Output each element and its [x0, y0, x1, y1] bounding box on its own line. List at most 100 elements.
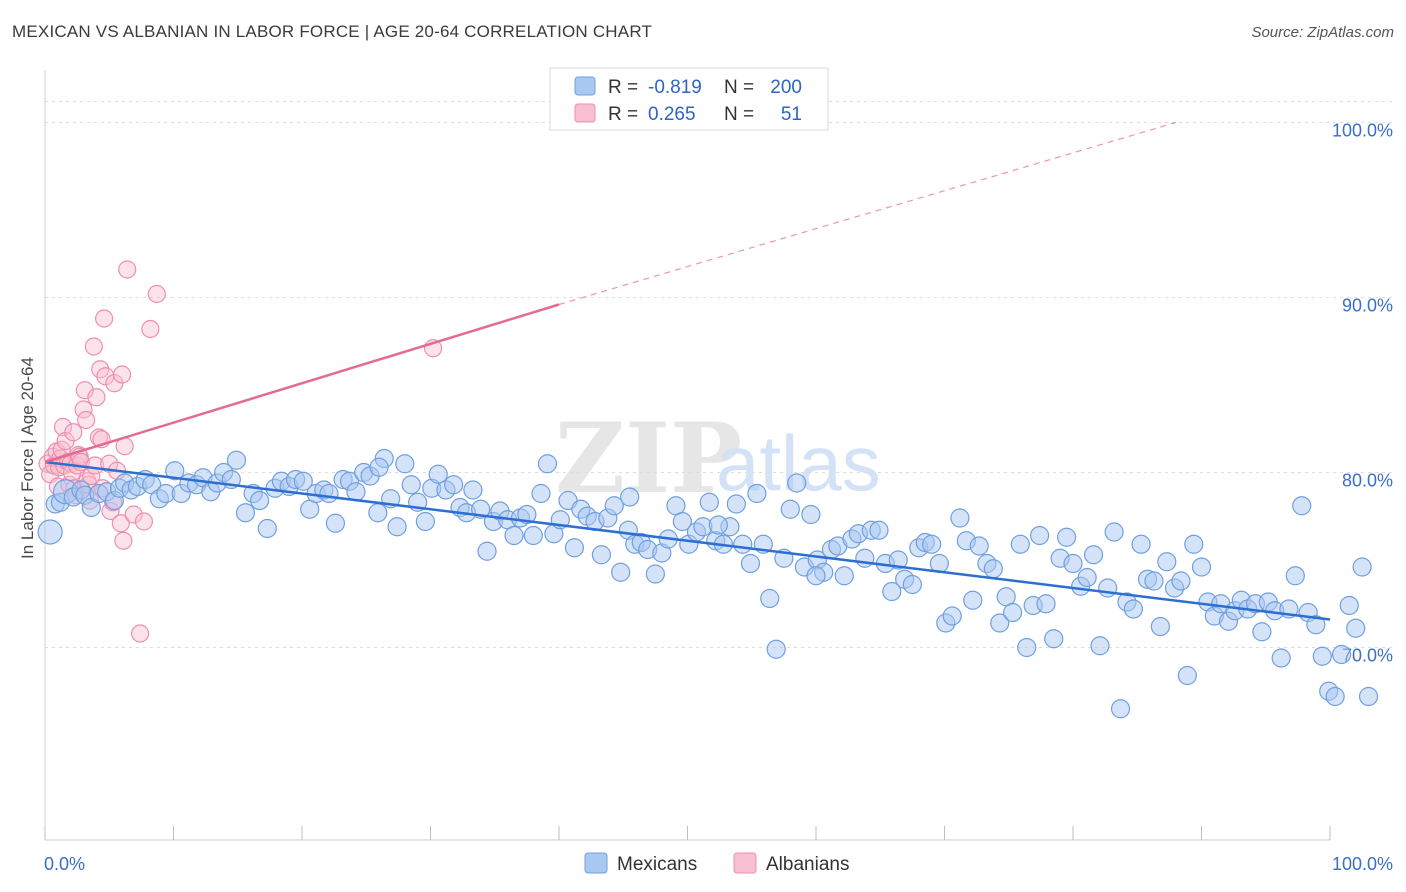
mexican-point [969, 536, 989, 556]
mexican-point [780, 499, 800, 519]
mexican-point [463, 480, 483, 500]
albanian-point [84, 337, 103, 356]
mexican-point [1352, 557, 1372, 577]
mexican-point [1292, 496, 1312, 516]
legend-top: R = -0.819 N = 200 R = 0.265 N = 51 [549, 67, 829, 131]
y-tick-label: 70.0% [1342, 646, 1393, 666]
legend-r-label: R = [608, 104, 638, 125]
mexican-point [620, 487, 640, 507]
mexican-point [604, 496, 624, 516]
mexican-point [708, 515, 728, 535]
mexican-point [37, 519, 63, 545]
albanian-point [118, 260, 137, 279]
mexican-point [1098, 578, 1118, 598]
legend-bottom-swatch-albanians [733, 852, 757, 874]
mexican-point [1077, 567, 1097, 588]
mexicans-points [37, 448, 1379, 719]
mexican-point [319, 483, 339, 504]
mexican-point [1285, 566, 1305, 586]
legend-bottom-albanians: Albanians [766, 854, 849, 875]
legend-n-label: N = [724, 77, 754, 98]
mexican-point [1312, 646, 1332, 666]
legend-box [549, 67, 829, 131]
mexican-point [1003, 602, 1023, 623]
mexican-point [672, 511, 692, 532]
mexican-point [1110, 699, 1131, 719]
mexican-point [806, 566, 826, 586]
mexican-point [1331, 644, 1352, 665]
mexican-point [444, 475, 464, 495]
mexican-point [902, 574, 922, 595]
mexican-point [235, 503, 256, 523]
mexican-point [1036, 594, 1056, 614]
mexican-point [888, 550, 908, 570]
y-tick-label: 80.0% [1342, 471, 1393, 491]
mexican-point [760, 588, 780, 609]
mexican-point [611, 562, 631, 582]
mexican-point [983, 559, 1003, 579]
mexican-point [699, 492, 719, 512]
mexican-point [1083, 545, 1104, 565]
mexican-point [415, 511, 435, 532]
albanian-point [95, 309, 114, 328]
legend-n-value-mexicans: 200 [770, 77, 802, 98]
mexican-point [1056, 527, 1077, 547]
legend-r-label: R = [608, 77, 638, 98]
albanian-point [77, 410, 96, 430]
mexican-point [869, 520, 889, 540]
mexican-point [747, 483, 767, 504]
mexican-point [368, 503, 388, 523]
legend-r-value-albanians: 0.265 [648, 104, 696, 125]
mexican-point [1010, 534, 1030, 554]
albanian-point [100, 454, 119, 473]
y-tick-labels: 70.0% 80.0% 90.0% 100.0% [1332, 121, 1393, 666]
mexican-point [1090, 636, 1110, 656]
axes [44, 70, 1331, 841]
trend-lines [44, 121, 1331, 621]
source-label: Source: ZipAtlas.com [1251, 24, 1394, 41]
mexican-point [1063, 553, 1083, 574]
albanians-trend-extension [558, 121, 1176, 306]
mexican-point [257, 518, 277, 539]
mexican-point [950, 508, 970, 528]
mexican-point [428, 464, 448, 484]
mexican-point [922, 534, 942, 554]
albanian-point [134, 512, 154, 531]
mexican-point [504, 525, 524, 546]
mexican-point [645, 564, 665, 584]
mexican-point [517, 504, 537, 525]
legend-bottom-mexicans: Mexicans [617, 854, 697, 875]
albanian-point [114, 531, 133, 550]
mexican-point [401, 475, 421, 495]
mexican-point [1306, 615, 1326, 635]
albanians-points [38, 260, 443, 643]
mexican-point [1144, 571, 1164, 591]
mexican-point [1104, 522, 1124, 542]
x-tick-label: 100.0% [1332, 854, 1393, 874]
mexican-point [1177, 665, 1197, 686]
mexican-point [1157, 552, 1177, 572]
mexican-point [1358, 686, 1379, 707]
mexican-point [942, 606, 962, 626]
mexican-point [346, 482, 366, 502]
legend-swatch-mexicans [574, 76, 596, 96]
mexican-point [882, 581, 902, 602]
albanian-point [124, 505, 143, 524]
mexican-point [1252, 622, 1272, 642]
mexican-point [766, 639, 786, 659]
chart-title: MEXICAN VS ALBANIAN IN LABOR FORCE | AGE… [12, 22, 653, 41]
mexican-point [564, 538, 585, 558]
legend-n-value-albanians: 51 [781, 104, 802, 125]
legend-r-value-mexicans: -0.819 [648, 77, 702, 98]
mexican-point [1339, 595, 1359, 616]
mexican-point [531, 483, 551, 504]
y-tick-label: 100.0% [1332, 121, 1393, 141]
mexican-point [963, 590, 983, 610]
legend-n-label: N = [724, 104, 754, 125]
albanian-point [87, 388, 106, 407]
legend-bottom-swatch-mexicans [584, 852, 608, 874]
albanian-point [111, 514, 130, 533]
albanian-point [53, 417, 73, 437]
albanian-point [130, 624, 150, 643]
